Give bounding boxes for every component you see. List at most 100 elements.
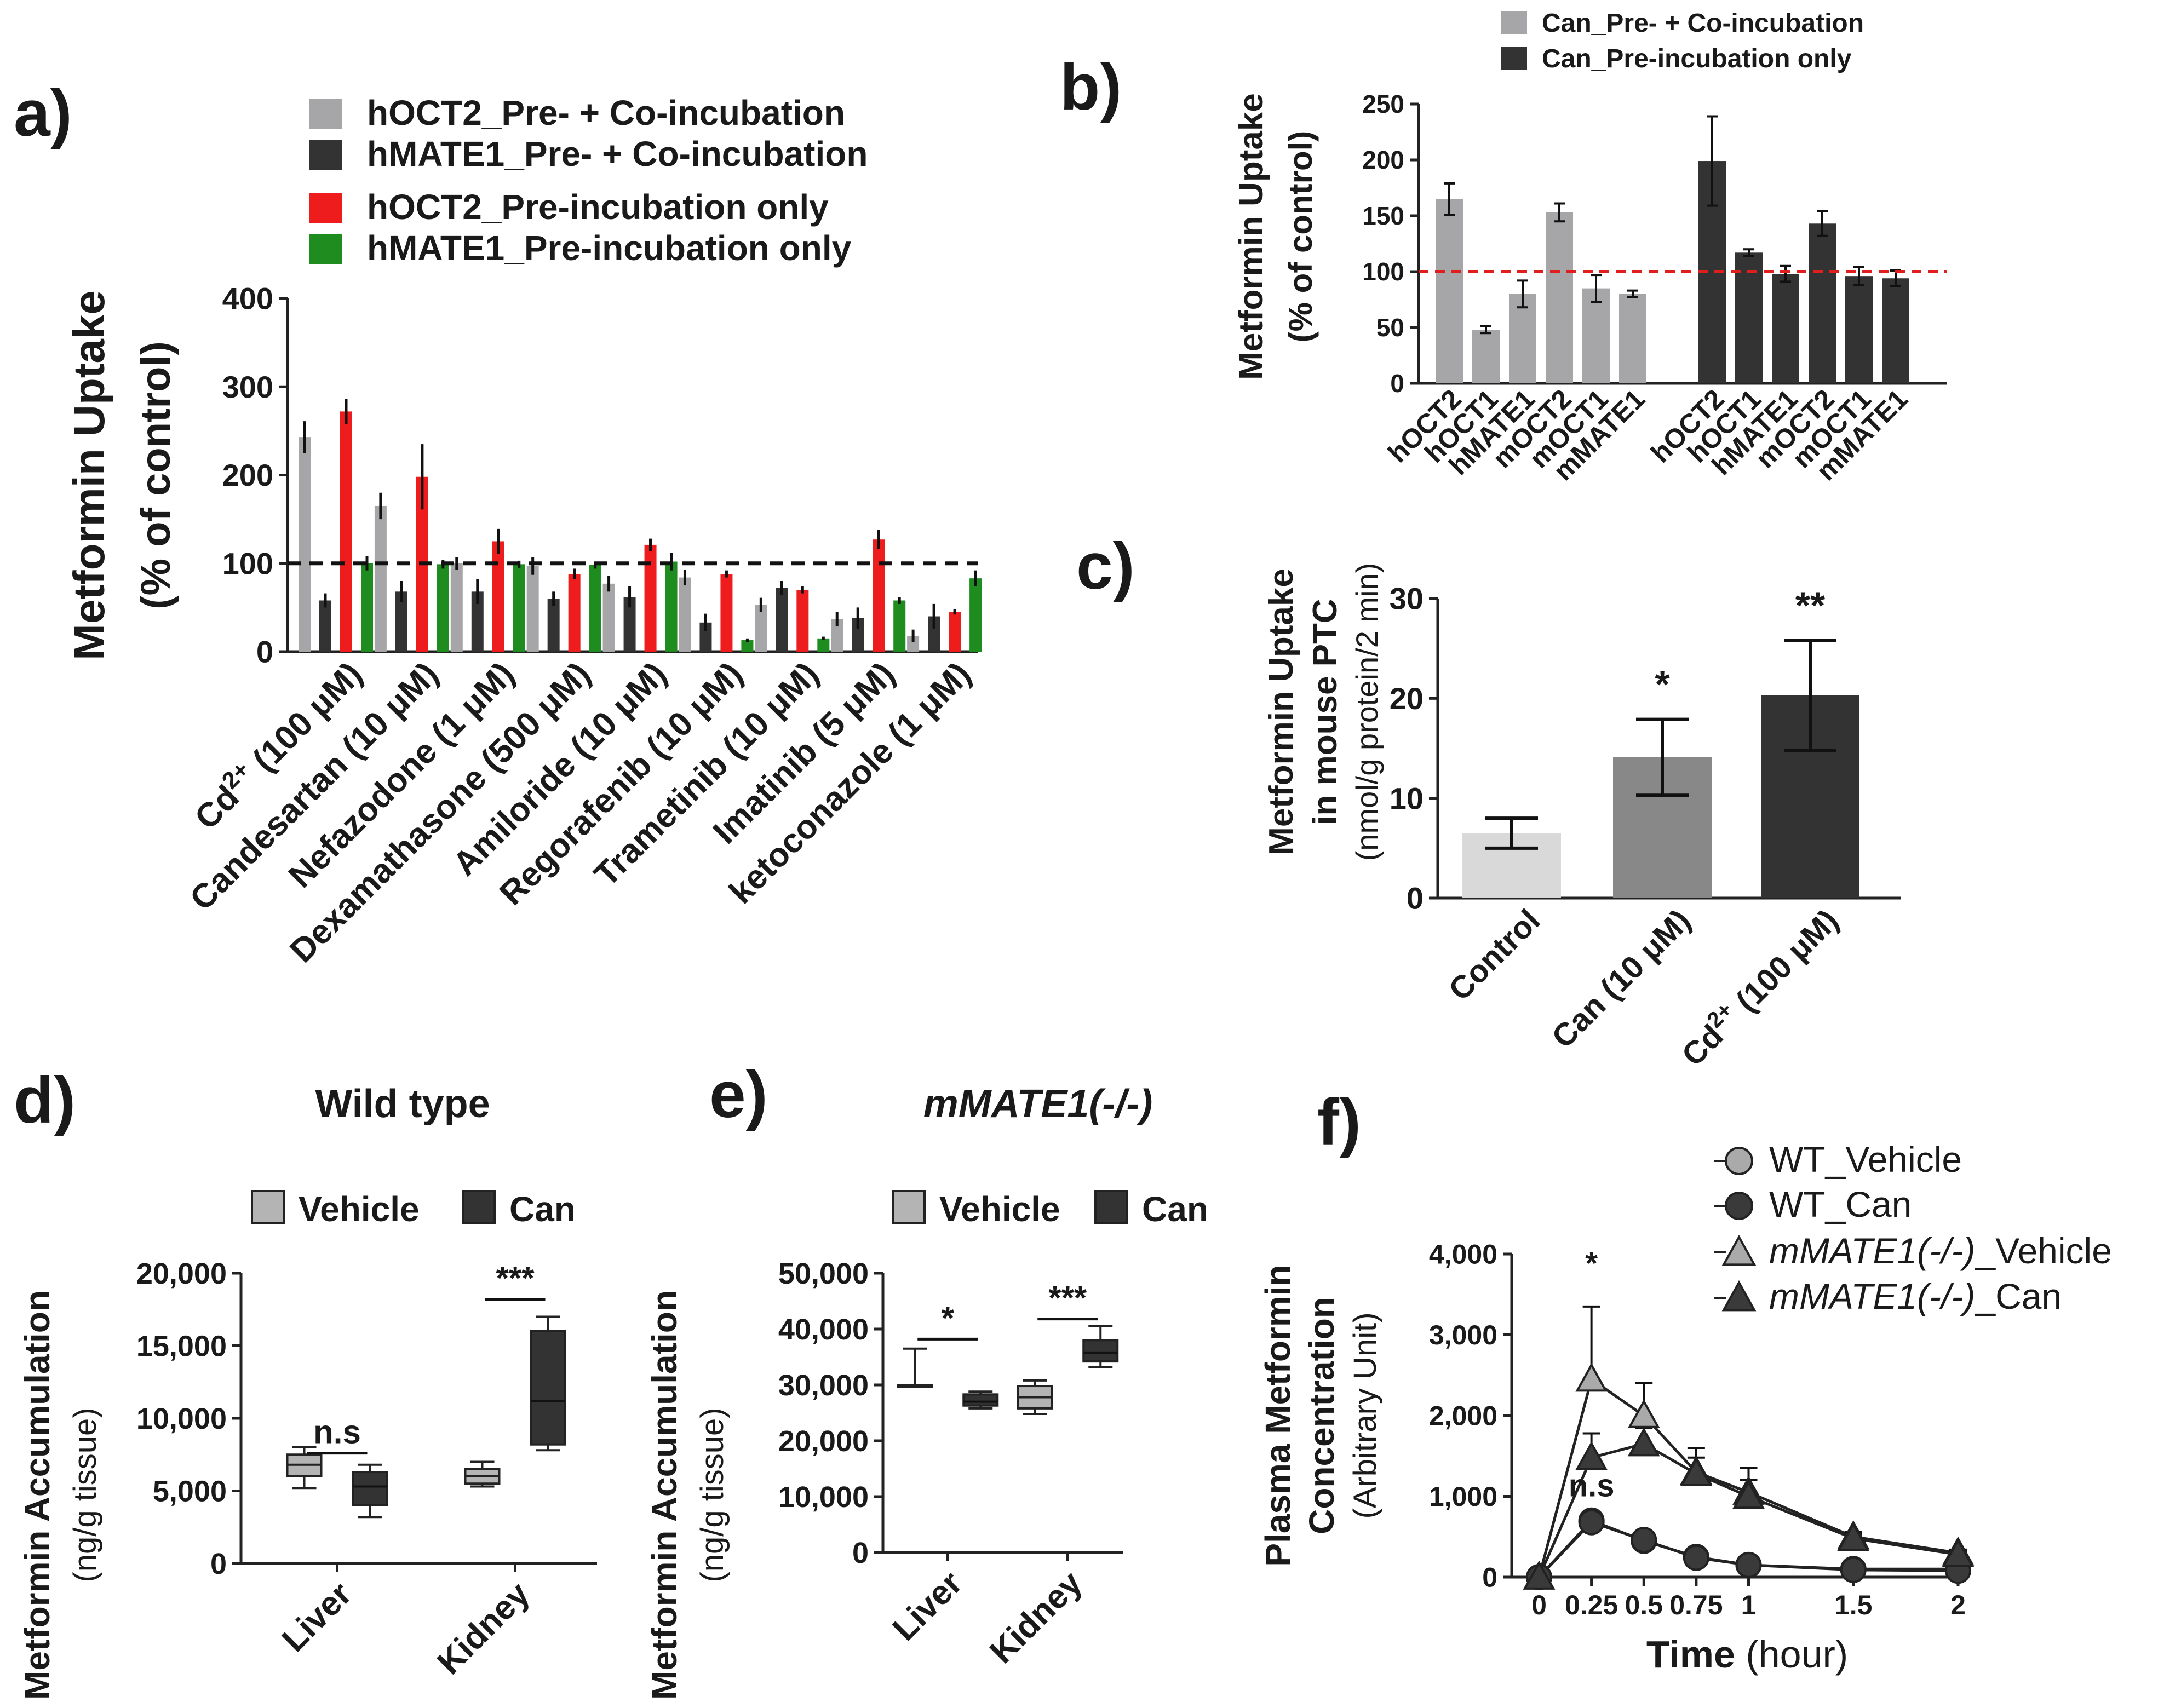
chart-b-candesartan-transporters: 0 50 100 150 200 250 Metformin Uptake (% of con… xyxy=(1232,9,1947,486)
a-bar xyxy=(513,564,525,652)
f-point-triangle xyxy=(1680,1457,1713,1486)
f-legend-marker xyxy=(1721,1234,1757,1266)
a-bar xyxy=(679,577,691,652)
a-legend-swatch xyxy=(309,234,342,264)
f-x-tick-label: 1.5 xyxy=(1834,1590,1873,1620)
a-bar xyxy=(492,541,504,652)
panel-label-c: c) xyxy=(1076,530,1135,603)
b-y-tick-label: 0 xyxy=(1390,369,1404,398)
a-y-tick-label: 100 xyxy=(222,546,273,580)
a-bar xyxy=(893,600,906,652)
e-y-tick-label: 50,000 xyxy=(778,1257,869,1290)
a-bar xyxy=(623,597,636,652)
f-y-tick-label: 1,000 xyxy=(1429,1481,1497,1512)
a-bar xyxy=(374,505,387,652)
b-y-tick-label: 150 xyxy=(1362,202,1404,230)
e-y-tick-label: 40,000 xyxy=(778,1313,869,1346)
a-bar xyxy=(547,599,560,652)
b-legend-swatch xyxy=(1501,11,1527,34)
a-bar xyxy=(340,411,352,652)
chart-c-mouse-ptc-uptake: 0 10 20 30 Metformin Uptake in mouse PTC (nmol… xyxy=(1262,563,1901,1073)
a-legend-swatch xyxy=(309,99,342,129)
f-point-circle xyxy=(1735,1551,1762,1578)
chart-f-plasma-concentration: 0 1,000 2,000 3,000 4,000 0 0.25 0.5 0.75 1 1.5 2 Ti… xyxy=(1258,1139,2112,1676)
f-x-tick-label: 2 xyxy=(1950,1590,1966,1620)
d-x-category-label: Kidney xyxy=(430,1575,537,1682)
a-y-tick-label: 300 xyxy=(222,370,273,404)
e-significance-label: *** xyxy=(1048,1280,1087,1316)
f-legend-label: WT_Can xyxy=(1769,1184,1912,1224)
d-significance-label: n.s xyxy=(313,1414,361,1451)
f-legend-marker xyxy=(1721,1280,1757,1312)
e-x-category-label: Kidney xyxy=(983,1564,1089,1671)
f-point-triangle xyxy=(1627,1427,1660,1457)
f-point-circle xyxy=(1578,1509,1605,1536)
a-bar xyxy=(644,544,657,652)
a-bar xyxy=(949,612,961,652)
f-legend-marker xyxy=(1725,1192,1753,1220)
e-box xyxy=(1082,1339,1119,1363)
f-point-circle xyxy=(1683,1544,1709,1571)
a-bar xyxy=(907,635,920,652)
b-legend-label: Can_Pre- + Co-incubation xyxy=(1542,9,1864,38)
a-bar xyxy=(361,563,373,652)
a-bar xyxy=(299,437,311,652)
b-bar xyxy=(1772,274,1799,383)
a-bar xyxy=(741,640,754,652)
f-y-axis-units: (Arbitrary Unit) xyxy=(1347,1312,1383,1519)
a-bar xyxy=(319,600,331,652)
a-bar xyxy=(471,591,484,652)
e-box xyxy=(962,1393,999,1407)
b-y-axis-title: Metformin Uptake xyxy=(1232,93,1270,380)
a-bar xyxy=(395,591,407,652)
f-y-axis-title: Plasma Metformin xyxy=(1258,1264,1298,1566)
e-legend-swatch xyxy=(892,1190,926,1224)
c-y-axis-units: (nmol/g protein/2 min) xyxy=(1350,563,1384,861)
e-legend-label: Can xyxy=(1142,1189,1208,1229)
f-x-tick-label: 0 xyxy=(1531,1590,1547,1620)
a-bar xyxy=(437,564,449,652)
c-y-tick-label: 20 xyxy=(1390,681,1424,716)
d-legend-label: Can xyxy=(509,1189,576,1229)
d-legend-swatch xyxy=(462,1190,496,1224)
e-x-category-label: Liver xyxy=(886,1564,970,1648)
e-y-tick-label: 10,000 xyxy=(778,1481,869,1514)
f-y-axis-subtitle: Concentration xyxy=(1302,1297,1341,1534)
chart-a-uptake-inhibitors: 0 100 200 300 400 Metformin Uptake (% of contr… xyxy=(65,93,982,970)
a-bar xyxy=(873,539,885,652)
a-bar xyxy=(817,638,830,652)
b-bar xyxy=(1882,278,1909,383)
f-legend-label: mMATE1(-/-)_Can xyxy=(1769,1276,2062,1316)
e-y-axis-subtitle: (ng/g tissue) xyxy=(695,1407,730,1582)
a-legend-label: hOCT2_Pre-incubation only xyxy=(367,187,829,227)
d-significance-label: *** xyxy=(496,1260,535,1297)
d-chart-title: Wild type xyxy=(315,1082,490,1126)
a-y-tick-label: 400 xyxy=(222,281,273,316)
a-bar xyxy=(526,566,539,652)
chart-d-wild-type-accumulation: 0 5,000 10,000 15,000 20,000 Wild type Metform… xyxy=(18,1082,597,1700)
a-bar xyxy=(699,622,712,652)
a-bar xyxy=(665,561,678,652)
d-y-tick-label: 20,000 xyxy=(136,1257,227,1290)
f-legend-label: WT_Vehicle xyxy=(1769,1139,1962,1180)
a-bar xyxy=(755,605,767,652)
b-y-tick-label: 50 xyxy=(1376,313,1404,342)
panel-label-e: e) xyxy=(709,1058,768,1131)
d-y-axis-subtitle: (ng/g tissue) xyxy=(67,1407,103,1582)
f-x-tick-label: 0.5 xyxy=(1625,1590,1663,1620)
f-point-triangle xyxy=(1575,1362,1608,1392)
a-bar xyxy=(796,590,809,652)
chart-e-mmate1-accumulation: 0 10,000 20,000 30,000 40,000 50,000 mMATE1(-/… xyxy=(645,1082,1208,1700)
d-box xyxy=(352,1471,388,1507)
b-bar xyxy=(1619,294,1646,383)
f-point-triangle xyxy=(1732,1480,1765,1509)
e-legend-label: Vehicle xyxy=(939,1189,1060,1229)
c-y-axis-title: Metformin Uptake xyxy=(1262,568,1300,855)
a-y-axis-subtitle: (% of control) xyxy=(133,341,179,609)
d-box xyxy=(530,1330,566,1446)
b-bar xyxy=(1509,294,1536,383)
a-legend-swatch xyxy=(309,140,342,170)
a-bar xyxy=(720,574,733,652)
c-category-label: Cd2+ (100 μM) xyxy=(1672,900,1845,1073)
a-y-axis-title: Metformin Uptake xyxy=(65,290,113,660)
